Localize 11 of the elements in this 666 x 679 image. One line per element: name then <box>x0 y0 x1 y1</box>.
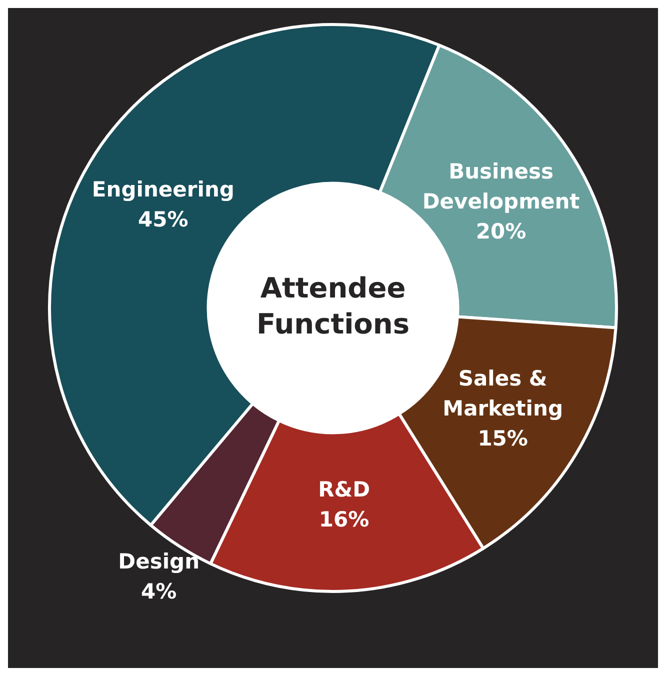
data-label: 20% <box>476 219 526 244</box>
data-label: 15% <box>478 426 528 450</box>
text: Attendee Functions <box>256 271 410 340</box>
slice-label: Sales & Marketing <box>442 366 563 420</box>
slice-label: R&D <box>318 477 370 502</box>
slice-label: Engineering <box>92 177 234 202</box>
data-label: 16% <box>318 507 370 532</box>
slice-label: Business Development <box>422 159 580 214</box>
data-label: 45% <box>138 207 188 232</box>
slice-label: Design <box>118 550 200 574</box>
data-label: 4% <box>141 580 177 604</box>
